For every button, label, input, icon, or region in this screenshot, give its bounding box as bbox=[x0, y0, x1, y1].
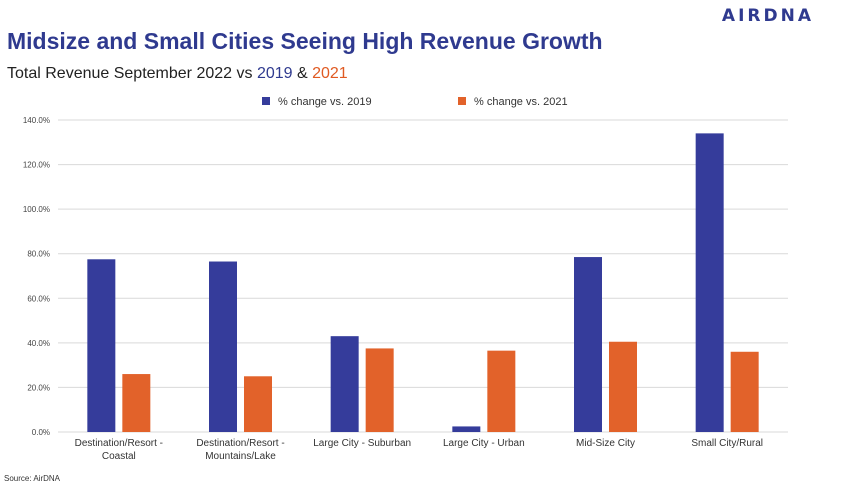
bar bbox=[452, 426, 481, 432]
x-tick-label: Mountains/Lake bbox=[205, 451, 276, 462]
chart-subtitle: Total Revenue September 2022 vs 2019 & 2… bbox=[7, 65, 348, 83]
y-tick-label: 100.0% bbox=[23, 205, 50, 214]
x-tick-label: Small City/Rural bbox=[691, 438, 763, 449]
source-note: Source: AirDNA bbox=[4, 474, 61, 483]
x-tick-label: Large City - Suburban bbox=[313, 438, 411, 449]
bar bbox=[574, 257, 602, 432]
x-tick-label: Large City - Urban bbox=[443, 438, 525, 449]
airdna-logo: AIRDNA bbox=[721, 6, 814, 26]
subtitle-prefix: Total Revenue September 2022 vs bbox=[7, 65, 257, 82]
bar bbox=[730, 351, 759, 432]
bar bbox=[87, 259, 116, 432]
x-tick-label: Mid-Size City bbox=[576, 438, 635, 449]
bar bbox=[365, 348, 394, 432]
y-tick-label: 140.0% bbox=[23, 116, 50, 125]
y-tick-label: 60.0% bbox=[27, 294, 50, 303]
x-tick-label: Coastal bbox=[102, 451, 136, 462]
legend-swatch bbox=[262, 97, 270, 105]
subtitle-separator: & bbox=[292, 65, 313, 82]
legend-label: % change vs. 2021 bbox=[474, 96, 568, 108]
x-tick-label: Destination/Resort - bbox=[75, 438, 163, 449]
bar bbox=[122, 374, 151, 432]
y-tick-label: 0.0% bbox=[32, 428, 50, 437]
y-tick-label: 80.0% bbox=[27, 250, 50, 259]
chart-title: Midsize and Small Cities Seeing High Rev… bbox=[7, 28, 603, 54]
subtitle-year-2021: 2021 bbox=[312, 65, 348, 82]
y-tick-label: 20.0% bbox=[27, 383, 50, 392]
subtitle-year-2019: 2019 bbox=[256, 65, 293, 82]
bar bbox=[244, 376, 272, 432]
legend-swatch bbox=[458, 97, 466, 105]
y-tick-label: 120.0% bbox=[23, 161, 50, 170]
bar bbox=[209, 261, 237, 432]
bar bbox=[487, 350, 516, 432]
bar bbox=[330, 336, 359, 432]
y-tick-label: 40.0% bbox=[27, 339, 50, 348]
bar bbox=[695, 133, 724, 432]
legend-label: % change vs. 2019 bbox=[278, 96, 372, 108]
x-tick-label: Destination/Resort - bbox=[196, 438, 284, 449]
bar bbox=[609, 341, 637, 432]
